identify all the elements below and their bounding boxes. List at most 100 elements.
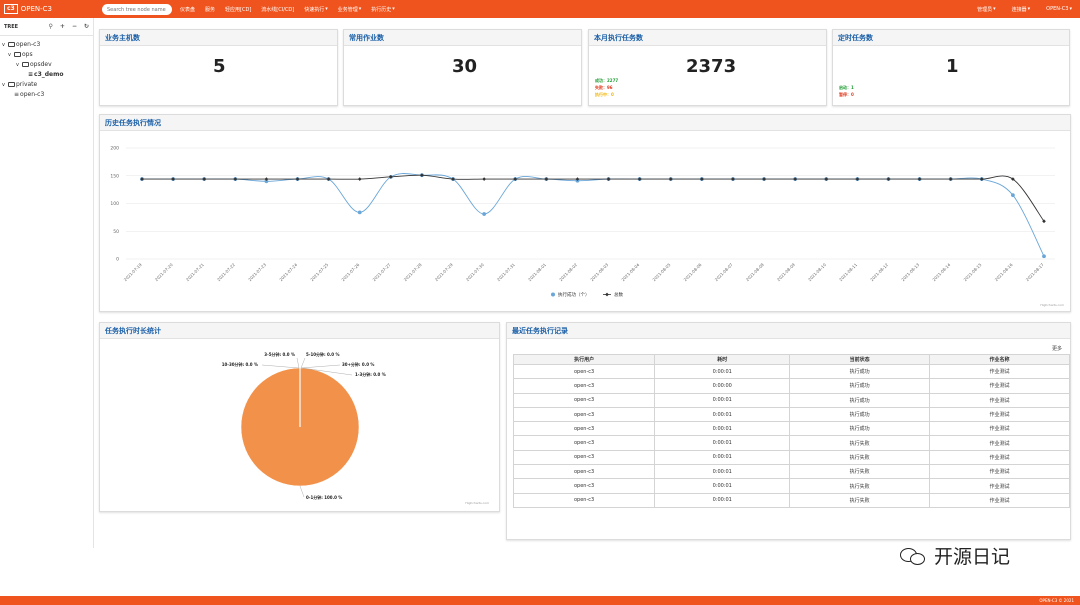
data-point (482, 177, 486, 181)
nav-item-business[interactable]: 业务管理 ▾ (337, 6, 362, 13)
table-cell: open-c3 (512, 449, 656, 466)
chart-credit[interactable]: Highcharts.com (465, 501, 489, 505)
tree-node[interactable]: ≡ open-c3 (14, 91, 45, 98)
table-row[interactable]: open-c3 0:00:01 执行成功 作业测试 (512, 421, 1070, 437)
refresh-icon[interactable]: ↻ (83, 23, 89, 30)
table-cell: 作业测试 (929, 392, 1070, 408)
tree-node[interactable]: v opsdev (16, 61, 52, 68)
tree-search-input[interactable] (102, 4, 172, 15)
locate-icon[interactable]: ⚲ (48, 23, 53, 30)
nav-item-history[interactable]: 执行历史 ▾ (371, 6, 395, 13)
data-point (264, 179, 269, 184)
pie-label: 5-10分钟: 0.0 % (306, 351, 340, 357)
tree-node[interactable]: v open-c3 (2, 41, 41, 48)
table-cell: 作业测试 (929, 435, 1070, 451)
table-cell: 作业测试 (929, 478, 1070, 494)
x-tick-label: 2021-08-13 (900, 262, 920, 282)
x-tick-label: 2021-07-20 (154, 262, 174, 282)
table-row[interactable]: open-c3 0:00:01 执行失败 作业测试 (512, 492, 1070, 508)
card-title: 业务主机数 (100, 30, 337, 46)
table-row[interactable]: open-c3 0:00:01 执行失败 作业测试 (512, 435, 1070, 451)
x-tick-label: 2021-08-07 (714, 262, 734, 282)
nav-item-quick-exec[interactable]: 快速执行 ▾ (304, 6, 328, 13)
nav-item-pipeline[interactable]: 流水线[CI/CD] (261, 6, 295, 13)
nav-item-light-app[interactable]: 轻应用[CD] (225, 6, 252, 13)
chevron-down-icon[interactable]: v (8, 51, 11, 58)
tree-node[interactable]: v private (2, 81, 38, 88)
panel-title: 任务执行时长统计 (100, 323, 499, 339)
folder-icon (8, 82, 15, 87)
nav-item-connector[interactable]: 连接器 ▾ (1011, 6, 1031, 13)
paused-count: 暂停：0 (839, 92, 854, 97)
app-logo[interactable]: c3 OPEN-C3 (4, 4, 52, 14)
table-row[interactable]: open-c3 0:00:01 执行失败 作业测试 (512, 449, 1070, 466)
chevron-down-icon: ▾ (358, 6, 362, 12)
pie-label: 10-30分钟: 0.0 % (222, 361, 258, 367)
remove-node-icon[interactable]: − (71, 23, 77, 30)
stat-card-jobs: 常用作业数 30 (343, 29, 582, 106)
column-header[interactable]: 耗时 (654, 354, 791, 365)
x-tick-label: 2021-07-22 (216, 262, 236, 282)
table-cell: 作业测试 (929, 492, 1070, 508)
stat-card-monthly-tasks: 本月执行任务数 2373 成功：2277 失败：96 执行中：0 (588, 29, 827, 106)
table-cell: 0:00:01 (654, 464, 791, 480)
table-row[interactable]: open-c3 0:00:01 执行成功 作业测试 (512, 363, 1070, 380)
add-node-icon[interactable]: + (59, 23, 65, 30)
tree-node-selected[interactable]: ≡ c3_demo (28, 71, 64, 78)
data-point (1042, 254, 1046, 259)
main-nav: 仪表盘 服务 轻应用[CD] 流水线[CI/CD] 快速执行 ▾ 业务管理 ▾ 执行… (180, 0, 395, 18)
nav-item-service[interactable]: 服务 (205, 6, 216, 13)
chevron-down-icon[interactable]: v (2, 41, 5, 48)
x-tick-label: 2021-08-03 (589, 262, 609, 282)
x-tick-label: 2021-07-31 (496, 262, 516, 282)
list-icon: ≡ (14, 91, 20, 98)
table-cell: 0:00:01 (654, 406, 791, 423)
pie-connector (300, 364, 341, 369)
table-header-row: 执行用户 耗时 当前状态 作业名称 (512, 354, 1070, 365)
data-point (886, 177, 891, 181)
tree-header: TREE ⚲ + − ↻ (0, 18, 93, 36)
table-row[interactable]: open-c3 0:00:01 执行失败 作业测试 (512, 464, 1070, 480)
running-count: 执行中：0 (595, 92, 614, 97)
panel-title: 历史任务执行情况 (100, 115, 1070, 131)
column-header[interactable]: 作业名称 (929, 354, 1070, 365)
nav-item-dashboard[interactable]: 仪表盘 (180, 6, 196, 13)
x-tick-label: 2021-07-21 (185, 262, 205, 282)
table-cell: 0:00:00 (654, 378, 791, 394)
tree-node[interactable]: v ops (8, 51, 33, 58)
table-row[interactable]: open-c3 0:00:01 执行成功 作业测试 (512, 406, 1070, 423)
table-row[interactable]: open-c3 0:00:00 执行成功 作业测试 (512, 378, 1070, 394)
chevron-down-icon[interactable]: v (16, 61, 19, 68)
table-cell: open-c3 (512, 378, 656, 394)
x-tick-label: 2021-08-06 (683, 262, 703, 282)
table-cell: 执行成功 (789, 392, 931, 408)
recent-records-table: 执行用户 耗时 当前状态 作业名称 open-c3 0:00:01 执行成功 作业测试… (512, 354, 1070, 508)
nav-item-user[interactable]: OPEN-C3 ▾ (1046, 6, 1072, 12)
data-point (544, 177, 549, 181)
y-tick-label: 50 (113, 229, 119, 235)
x-tick-label: 2021-07-26 (340, 262, 360, 282)
chart-credit[interactable]: Highcharts.com (1040, 303, 1064, 307)
data-point (1042, 219, 1046, 224)
table-cell: open-c3 (512, 435, 656, 451)
table-cell: 执行失败 (789, 449, 931, 466)
pie-connector (299, 485, 305, 498)
card-title: 定时任务数 (833, 30, 1069, 46)
x-tick-label: 2021-07-28 (403, 262, 423, 282)
x-tick-label: 2021-08-02 (558, 262, 578, 282)
table-row[interactable]: open-c3 0:00:01 执行成功 作业测试 (512, 392, 1070, 408)
nav-item-admin[interactable]: 管理员 ▾ (977, 6, 996, 13)
column-header[interactable]: 执行用户 (512, 354, 656, 365)
x-tick-label: 2021-07-24 (278, 262, 298, 282)
more-link[interactable]: 更多 (1051, 346, 1062, 352)
pie-label: 3-5分钟: 0.0 % (264, 351, 295, 357)
folder-icon (22, 62, 29, 67)
recent-records-panel: 最近任务执行记录 更多 执行用户 耗时 当前状态 作业名称 open-c3 0:0… (506, 322, 1071, 540)
chevron-down-icon[interactable]: v (2, 81, 5, 88)
x-tick-label: 2021-07-29 (434, 262, 454, 282)
data-point (357, 210, 362, 215)
table-cell: 作业测试 (929, 363, 1070, 380)
y-tick-label: 0 (116, 257, 119, 263)
table-row[interactable]: open-c3 0:00:01 执行失败 作业测试 (512, 478, 1070, 494)
column-header[interactable]: 当前状态 (789, 354, 931, 365)
